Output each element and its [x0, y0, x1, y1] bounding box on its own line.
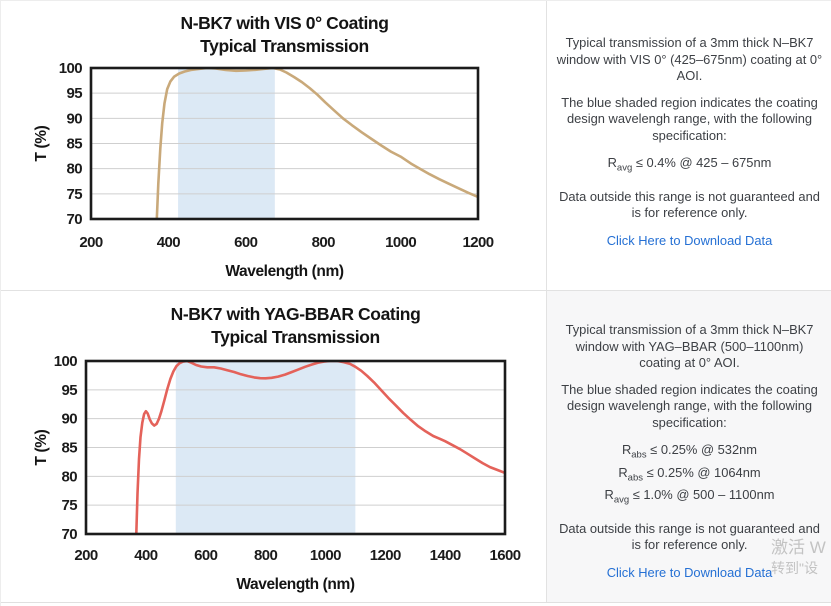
vertical-divider — [546, 1, 547, 602]
transmission-curve — [134, 361, 505, 534]
chart-panel-yag-bbar: N-BK7 with YAG-BBAR Coating Typical Tran… — [1, 291, 547, 606]
x-axis-label: Wavelength (nm) — [236, 576, 355, 593]
y-tick-label: 75 — [67, 186, 83, 203]
info-panel-yag-bbar: Typical transmission of a 3mm thick N–BK… — [547, 291, 831, 602]
plot-border — [84, 359, 507, 536]
x-tick-label: 1200 — [463, 234, 494, 251]
x-tick-label: 200 — [79, 234, 102, 251]
x-tick-label: 1000 — [385, 234, 416, 251]
description-text: Typical transmission of a 3mm thick N–BK… — [556, 35, 823, 83]
y-tick-label: 90 — [67, 110, 83, 127]
bottom-divider — [1, 602, 831, 603]
horizontal-divider — [1, 290, 831, 291]
shaded-region-note: The blue shaded region indicates the coa… — [561, 94, 818, 143]
transmission-chart-vis0: N-BK7 with VIS 0° Coating Typical Transm… — [33, 13, 494, 280]
watermark-line1: 激活 W — [771, 538, 826, 557]
description-text: Typical transmission of a 3mm thick N–BK… — [565, 322, 814, 370]
download-data-link[interactable]: Click Here to Download Data — [606, 232, 773, 248]
x-tick-label: 600 — [234, 234, 257, 251]
y-tick-label: 95 — [62, 382, 78, 399]
y-tick-label: 70 — [62, 526, 78, 543]
x-axis-label: Wavelength (nm) — [225, 263, 344, 280]
x-tick-label: 800 — [254, 547, 277, 564]
x-tick-label: 800 — [312, 234, 335, 251]
spec-line: Rabs ≤ 0.25% @ 532nm — [621, 442, 758, 461]
activation-watermark: 激活 W 转到"设 — [771, 537, 826, 577]
chart-title: N-BK7 with VIS 0° Coating — [181, 13, 389, 33]
x-tick-label: 400 — [134, 547, 157, 564]
y-tick-label: 100 — [59, 60, 82, 77]
spec-line: Rabs ≤ 0.25% @ 1064nm — [618, 464, 761, 484]
transmission-curve — [155, 68, 478, 219]
y-tick-label: 85 — [62, 440, 78, 457]
plot-border — [89, 66, 480, 221]
spec-block: Ravg ≤ 0.4% @ 425 – 675nm — [554, 154, 825, 177]
x-tick-label: 1600 — [490, 547, 521, 564]
y-axis-label: T (%) — [33, 125, 50, 161]
chart-subtitle: Typical Transmission — [211, 327, 380, 347]
y-tick-label: 70 — [67, 211, 83, 228]
x-tick-label: 400 — [157, 234, 180, 251]
y-tick-label: 75 — [62, 497, 78, 514]
watermark-line2: 转到"设 — [771, 560, 818, 576]
x-tick-label: 1000 — [310, 547, 341, 564]
y-tick-label: 80 — [62, 468, 78, 485]
download-data-link[interactable]: Click Here to Download Data — [606, 564, 773, 580]
x-tick-label: 200 — [74, 547, 97, 564]
spec-line: Ravg ≤ 0.4% @ 425 – 675nm — [607, 155, 772, 174]
spec-block: Rabs ≤ 0.25% @ 532nm Rabs ≤ 0.25% @ 1064… — [554, 441, 825, 509]
chart-subtitle: Typical Transmission — [200, 36, 369, 56]
y-tick-label: 90 — [62, 411, 78, 428]
y-tick-label: 85 — [67, 136, 83, 153]
chart-title: N-BK7 with YAG-BBAR Coating — [171, 304, 421, 324]
y-tick-label: 80 — [67, 161, 83, 178]
y-tick-label: 100 — [54, 353, 77, 370]
chart-panel-vis0: N-BK7 with VIS 0° Coating Typical Transm… — [1, 1, 547, 291]
disclaimer-text: Data outside this range is not guarantee… — [559, 520, 820, 553]
transmission-chart-yag-bbar: N-BK7 with YAG-BBAR Coating Typical Tran… — [33, 304, 521, 593]
info-panel-vis0: Typical transmission of a 3mm thick N–BK… — [547, 1, 831, 291]
shaded-region-note: The blue shaded region indicates the coa… — [561, 381, 818, 430]
disclaimer-text: Data outside this range is not guarantee… — [559, 188, 820, 221]
y-axis-label: T (%) — [33, 429, 50, 465]
x-tick-label: 600 — [194, 547, 217, 564]
x-tick-label: 1400 — [430, 547, 461, 564]
x-tick-label: 1200 — [370, 547, 401, 564]
y-tick-label: 95 — [67, 85, 83, 102]
spec-line: Ravg ≤ 1.0% @ 500 – 1100nm — [604, 487, 775, 506]
